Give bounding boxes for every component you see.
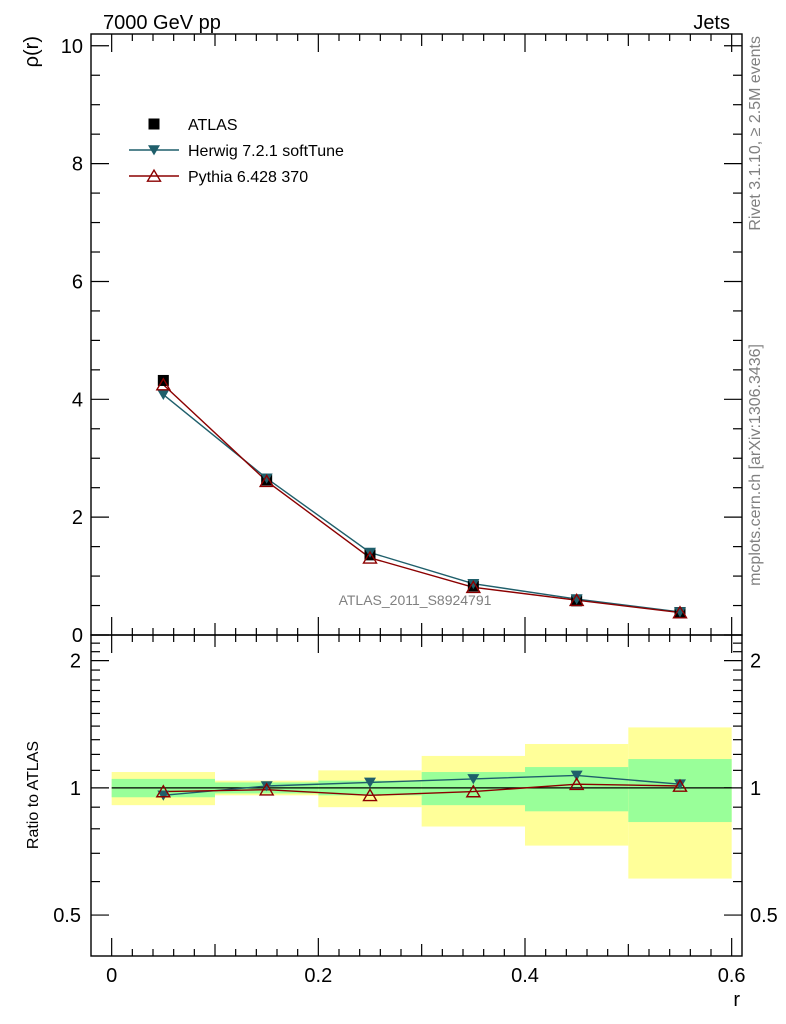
herwig-ratio-point-5 [674, 779, 686, 790]
legend-label-2: Pythia 6.428 370 [188, 169, 308, 186]
legend-marker-pythia [146, 168, 162, 182]
left-title: 7000 GeV pp [103, 12, 221, 34]
legend-marker-herwig [148, 145, 160, 156]
legend-marker-atlas [148, 118, 160, 130]
ratio-ytick-label-left-1: 1 [70, 778, 81, 800]
ratio-ytick-label-right-1: 1 [750, 778, 761, 800]
herwig-point-5 [674, 607, 686, 618]
ratio-xtick-label-0: 0 [106, 965, 117, 987]
ratio-ytick-label-right-0: 0.5 [750, 905, 778, 927]
ratio-xtick-label-3: 0.6 [718, 965, 746, 987]
pythia-point-0 [155, 377, 172, 391]
pythia-ratio-line [163, 783, 681, 797]
pythia-point-5 [672, 605, 688, 619]
legend-label-1: Herwig 7.2.1 softTune [188, 143, 344, 160]
ratio-frame [90, 634, 743, 957]
atlas-point-0 [157, 374, 169, 386]
ratio-uncertainty-bands [111, 727, 732, 879]
pythia-ratio-point-3 [465, 784, 482, 798]
pythia-main-line [162, 384, 681, 614]
herwig-ratio-line [163, 774, 681, 796]
pythia-ratio-point-4 [568, 776, 585, 791]
series-layer [155, 374, 688, 802]
mcplots-reference-text: mcplots.cern.ch [arXiv:1306.3436] [747, 344, 764, 586]
herwig-point-4 [570, 594, 583, 605]
rivet-version-text: Rivet 3.1.10, ≥ 2.5M events [747, 36, 764, 231]
ratio-ylabel: Ratio to ATLAS [25, 741, 42, 849]
main-ytick-label-2: 4 [72, 389, 83, 411]
main-ytick-label-1: 2 [72, 507, 83, 529]
ratio-xtick-label-2: 0.4 [511, 965, 539, 987]
pythia-ratio-point-2 [362, 788, 378, 802]
ratio-xtick-label-1: 0.2 [304, 965, 332, 987]
ratio-ytick-label-right-2: 2 [750, 651, 761, 673]
pythia-ratio-point-5 [672, 778, 688, 792]
legend-label-0: ATLAS [188, 117, 238, 134]
pythia-point-3 [465, 580, 482, 594]
herwig-point-0 [157, 389, 170, 400]
herwig-ratio-point-1 [260, 781, 273, 792]
main-ytick-label-4: 8 [72, 154, 83, 176]
pythia-point-2 [362, 550, 378, 564]
herwig-ratio-point-4 [570, 770, 583, 781]
herwig-ratio-point-2 [364, 777, 376, 788]
main-ytick-label-0: 0 [72, 625, 83, 647]
axes-layer: 0 2 4 6 8 10 0 0.2 0.4 0.6 0.5 0.5 1 1 2 2 [53, 33, 778, 987]
herwig-point-3 [467, 578, 480, 590]
legend-item-2: Pythia 6.428 370 [129, 168, 308, 186]
pythia-ratio-point-1 [258, 782, 275, 796]
main-ylabel: ρ(r) [21, 36, 43, 67]
main-ytick-label-3: 6 [72, 271, 83, 293]
pythia-ratio-point-0 [155, 784, 172, 798]
right-title: Jets [693, 12, 730, 34]
analysis-watermark: ATLAS_2011_S8924791 [339, 592, 492, 608]
pythia-point-1 [258, 473, 275, 488]
ratio-ytick-label-left-0: 0.5 [53, 905, 81, 927]
herwig-point-1 [260, 473, 273, 484]
herwig-main-line [162, 394, 681, 613]
ratio-ytick-label-left-2: 2 [70, 651, 81, 673]
legend: ATLAS Herwig 7.2.1 softTune Pythia 6.428 3… [129, 117, 344, 186]
herwig-ratio-point-3 [467, 774, 480, 785]
herwig-ratio-point-0 [157, 790, 170, 801]
x-axis-label: r [733, 989, 740, 1011]
legend-item-0: ATLAS [148, 117, 238, 134]
pythia-point-4 [568, 593, 585, 607]
legend-item-1: Herwig 7.2.1 softTune [129, 143, 344, 160]
main-ytick-label-5: 10 [61, 36, 83, 58]
